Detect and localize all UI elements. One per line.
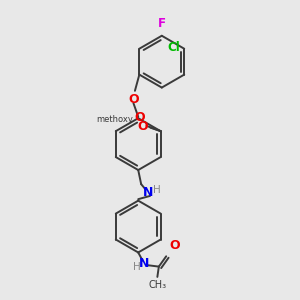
Text: F: F <box>158 17 166 31</box>
Text: N: N <box>139 257 149 270</box>
Text: H: H <box>153 185 160 195</box>
Text: O: O <box>134 111 145 124</box>
Text: N: N <box>143 186 154 199</box>
Text: O: O <box>169 239 180 253</box>
Text: methoxy: methoxy <box>96 115 133 124</box>
Text: Cl: Cl <box>167 41 180 54</box>
Text: CH₃: CH₃ <box>148 280 166 290</box>
Text: O: O <box>128 93 139 106</box>
Text: O: O <box>137 120 148 133</box>
Text: H: H <box>133 262 141 272</box>
